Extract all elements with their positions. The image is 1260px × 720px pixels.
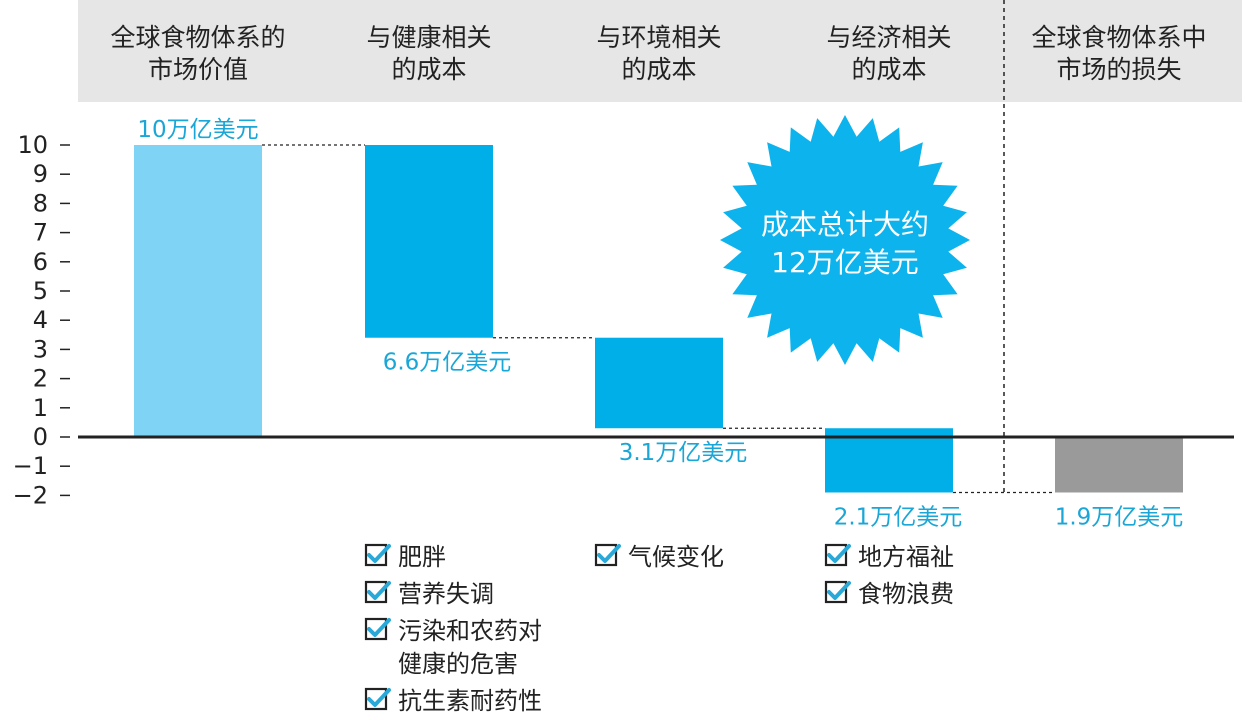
- checkbox-checked-icon: [364, 543, 391, 567]
- checklist-item-label: 营养失调: [398, 580, 494, 608]
- checklist-item-label: 食物浪费: [858, 580, 954, 608]
- bar: [134, 145, 262, 437]
- header-band: [78, 0, 1242, 102]
- category-header: 的成本: [851, 55, 926, 84]
- bar: [825, 428, 953, 493]
- category-header: 市场的损失: [1056, 55, 1181, 84]
- y-tick-label: 10: [17, 131, 48, 159]
- category-header: 的成本: [621, 55, 696, 84]
- y-tick-label: 8: [33, 189, 48, 217]
- checkbox-checked-icon: [824, 580, 851, 604]
- checkbox-checked-icon: [364, 580, 391, 604]
- checkbox-checked-icon: [594, 543, 621, 567]
- annotation-text: 成本总计大约: [761, 208, 929, 241]
- category-header: 市场价值: [148, 55, 248, 84]
- checklist-item-label: 气候变化: [628, 543, 724, 571]
- y-tick-label: 0: [33, 423, 48, 451]
- category-header: 与环境相关: [596, 23, 721, 52]
- value-label: 1.9万亿美元: [1055, 504, 1184, 530]
- y-tick-label: 2: [33, 365, 48, 393]
- value-label: 6.6万亿美元: [383, 350, 512, 376]
- category-header: 的成本: [391, 55, 466, 84]
- checklist-item-label: 肥胖: [398, 543, 446, 571]
- y-tick-label: 9: [33, 160, 48, 188]
- checklist-item-label: 地方福祉: [858, 543, 954, 571]
- bar: [595, 337, 723, 429]
- annotation-text: 12万亿美元: [771, 246, 919, 279]
- category-header: 与健康相关: [366, 23, 491, 52]
- y-tick-label: 6: [33, 248, 48, 276]
- y-tick-label: 4: [33, 306, 48, 334]
- checkbox-checked-icon: [824, 543, 851, 567]
- checkbox-checked-icon: [364, 617, 391, 641]
- value-label: 2.1万亿美元: [834, 504, 963, 530]
- category-header: 全球食物体系的: [110, 23, 285, 52]
- bar: [365, 145, 493, 338]
- y-tick-label: 7: [33, 219, 48, 247]
- checkbox-checked-icon: [364, 687, 391, 711]
- bar: [1055, 437, 1183, 493]
- y-tick-label: 5: [33, 277, 48, 305]
- y-tick-label: −2: [13, 481, 48, 509]
- checklist-item-label: 污染和农药对: [398, 617, 542, 645]
- y-tick-label: 3: [33, 335, 48, 363]
- starburst-badge: [720, 115, 970, 365]
- category-header: 全球食物体系中: [1031, 23, 1206, 52]
- category-header: 与经济相关: [826, 23, 951, 52]
- y-tick-label: −1: [13, 452, 48, 480]
- checklist-item-label: 抗生素耐药性: [398, 687, 542, 715]
- checklist-item-label: 健康的危害: [398, 650, 518, 678]
- value-label: 10万亿美元: [137, 117, 258, 143]
- y-tick-label: 1: [33, 394, 48, 422]
- value-label: 3.1万亿美元: [619, 440, 748, 466]
